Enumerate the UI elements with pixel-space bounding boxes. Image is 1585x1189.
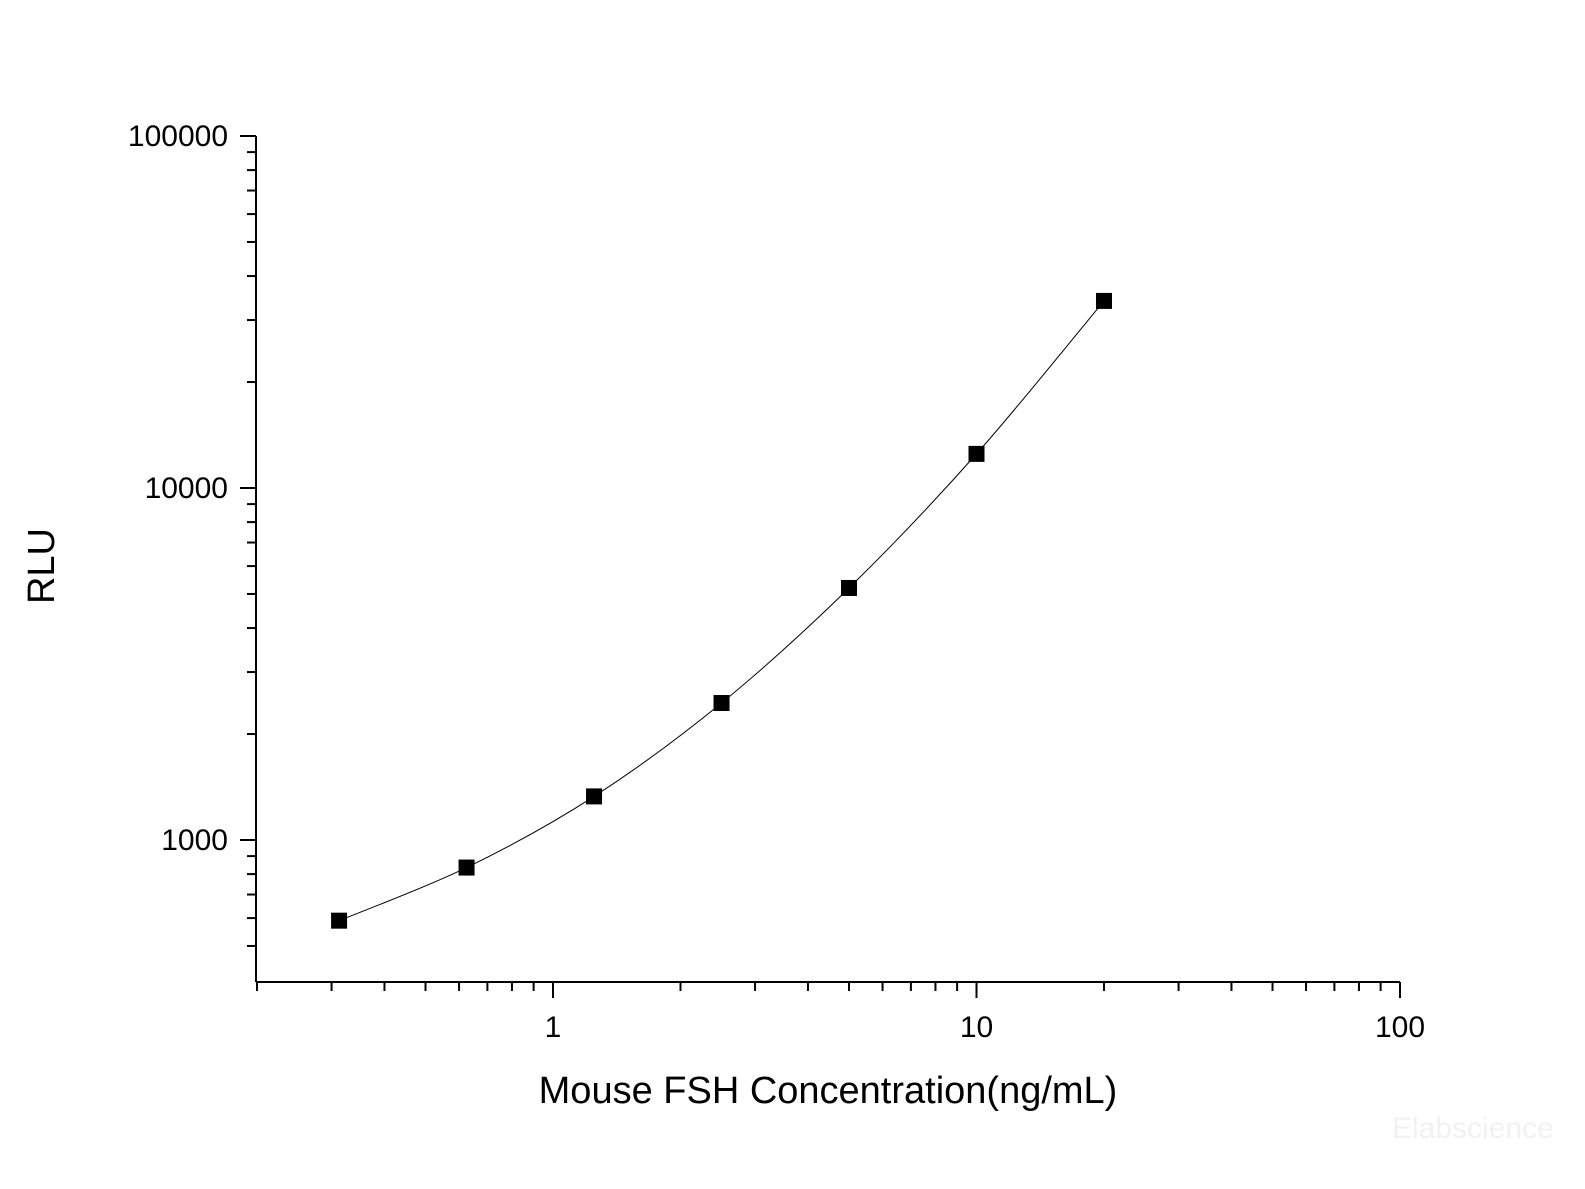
- data-point-marker: [968, 445, 985, 462]
- data-point-marker: [458, 859, 475, 876]
- data-point-marker: [1095, 292, 1112, 309]
- x-tick-label: 1: [545, 1011, 562, 1044]
- y-tick-label: 1000: [161, 824, 228, 857]
- plot-area: [331, 292, 1112, 929]
- data-point-marker: [331, 912, 348, 929]
- x-tick-label: 100: [1375, 1011, 1425, 1044]
- watermark: Elabscience: [1392, 1112, 1554, 1145]
- y-ticks: 1000 10000 100000: [128, 120, 256, 947]
- y-tick-label: 10000: [145, 472, 228, 505]
- data-point-marker: [841, 579, 858, 596]
- x-axis-title: Mouse FSH Concentration(ng/mL): [539, 1070, 1118, 1112]
- y-axis-title: RLU: [21, 528, 63, 604]
- data-point-marker: [586, 788, 603, 805]
- x-tick-label: 10: [960, 1011, 993, 1044]
- y-tick-label: 100000: [128, 120, 228, 153]
- x-ticks: 1 10 100: [255, 982, 1425, 1044]
- series-markers: [331, 292, 1112, 929]
- data-point-marker: [713, 695, 730, 712]
- axes: 1000 10000 100000 1 10 100: [128, 120, 1425, 1044]
- series-line: [338, 300, 1105, 922]
